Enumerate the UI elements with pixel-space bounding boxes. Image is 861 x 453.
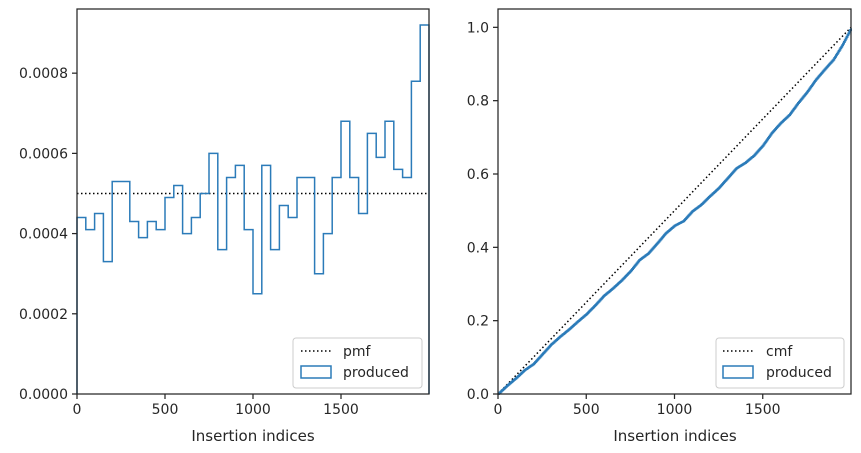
right-series-layer — [497, 26, 852, 395]
right-x-axis-label: Insertion indices — [613, 427, 736, 445]
right-y-tick-label: 0.2 — [467, 314, 489, 330]
right-legend-produced-label: produced — [766, 365, 832, 381]
right-plot-frame — [497, 8, 852, 395]
left-legend-produced-label: produced — [343, 365, 409, 381]
left-x-axis-label: Insertion indices — [191, 427, 314, 445]
left-chart: 0 500 1000 1500 0.00000.00020.00040.00060.0… — [19, 8, 430, 445]
left-y-tick-label: 0.0004 — [19, 227, 68, 243]
left-legend: pmf produced — [292, 337, 423, 389]
right-y-tick-label: 0.6 — [467, 167, 489, 183]
left-y-ticks: 0.0000 0.0002 0.0004 0.0006 0.0008 — [19, 66, 77, 403]
left-y-tick-label: 0.0000 — [19, 387, 68, 403]
left-x-tick-label: 1000 — [235, 402, 271, 418]
left-series-layer — [76, 24, 430, 394]
right-produced-cumulative-line — [497, 28, 852, 395]
right-y-tick-label: 0.8 — [467, 94, 489, 110]
right-legend: cmf produced — [715, 337, 845, 389]
left-x-tick-label: 0 — [73, 402, 82, 418]
left-y-tick-label: 0.0008 — [19, 66, 68, 82]
left-legend-pmf-label: pmf — [343, 344, 372, 360]
left-legend-produced-swatch — [300, 365, 332, 379]
left-plot-frame — [76, 8, 430, 395]
right-y-tick-label: 1.0 — [467, 20, 489, 36]
right-y-tick-label: 0.0 — [467, 387, 489, 403]
left-produced-histogram — [76, 24, 430, 394]
left-x-tick-label: 500 — [152, 402, 179, 418]
left-x-ticks: 0 500 1000 1500 — [73, 394, 359, 418]
right-legend-produced-swatch — [722, 365, 754, 379]
right-x-tick-label: 1000 — [657, 402, 693, 418]
right-y-ticks: 0.0 0.2 0.4 0.6 0.8 1.0 — [467, 20, 498, 403]
right-cmf-line — [497, 26, 852, 395]
left-x-tick-label: 1500 — [323, 402, 359, 418]
right-x-tick-label: 1500 — [745, 402, 781, 418]
left-plot-area — [77, 9, 429, 394]
right-y-tick-label: 0.4 — [467, 240, 489, 256]
right-chart: 0 500 1000 1500 0.0 0.2 0.4 0.6 0.8 1.0 Insertio… — [467, 8, 852, 445]
right-x-ticks: 0 500 1000 1500 — [494, 394, 781, 418]
left-y-tick-label: 0.0002 — [19, 307, 68, 323]
left-y-tick-label: 0.0006 — [19, 146, 68, 162]
right-x-tick-label: 0 — [494, 402, 503, 418]
right-x-tick-label: 500 — [573, 402, 600, 418]
right-plot-area — [498, 9, 851, 394]
right-legend-cmf-label: cmf — [766, 344, 793, 360]
